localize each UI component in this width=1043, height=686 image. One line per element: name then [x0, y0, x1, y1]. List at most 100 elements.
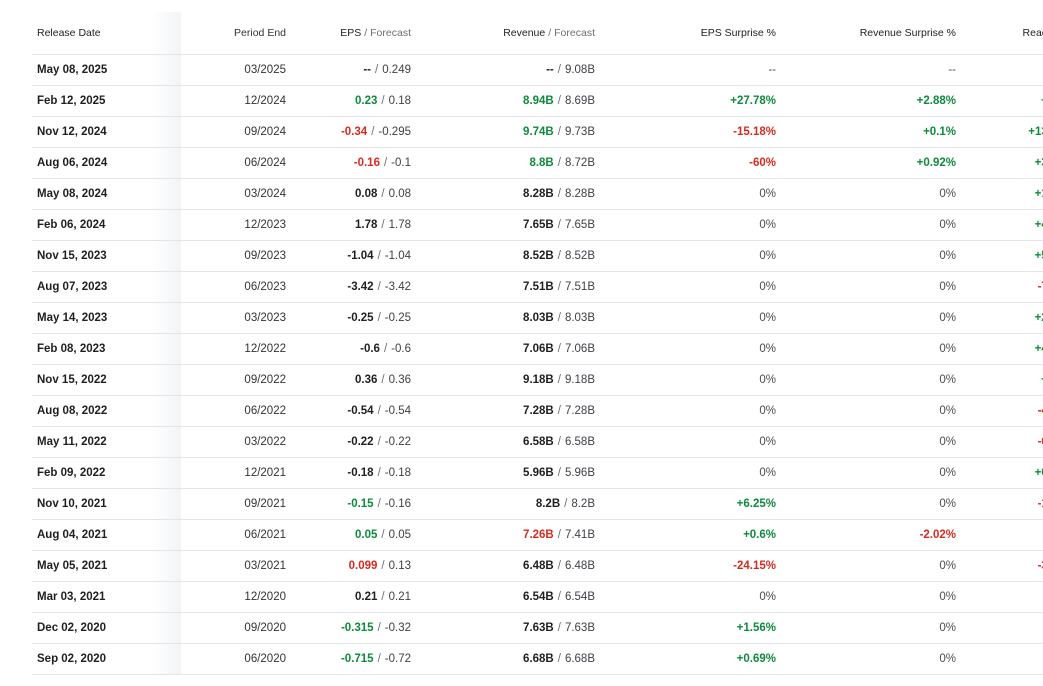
- eps-surprise-cell: +27.78%: [599, 85, 780, 117]
- eps-surprise-value: 0%: [759, 467, 776, 479]
- eps-surprise-value: +1.56%: [736, 622, 776, 634]
- eps-cell: -0.715/-0.72: [290, 643, 415, 675]
- reaction-value: +4.21%: [1034, 219, 1043, 231]
- revenue-separator: /: [557, 250, 561, 262]
- revenue-cell: 8.8B/8.72B: [415, 147, 599, 179]
- table-row: Dec 02, 2020 09/2020 -0.315/-0.32 7.63B /…: [32, 612, 1043, 644]
- revenue-separator: /: [557, 219, 561, 231]
- revenue-actual: 7.63B: [523, 622, 554, 634]
- table-row: Nov 10, 2021 09/2021 -0.15/-0.16 8.2B/8.…: [32, 488, 1043, 520]
- reaction-cell: -7.52%: [960, 271, 1043, 303]
- revenue-cell: 6.54B/6.54B: [415, 581, 599, 613]
- period-end-cell: 06/2020: [181, 643, 290, 675]
- header-revenue[interactable]: Revenue / Forecast: [415, 12, 599, 55]
- eps-surprise-value: -60%: [749, 157, 776, 169]
- revenue-separator: /: [557, 436, 561, 448]
- revenue-surprise-value: 0%: [939, 405, 956, 417]
- release-date-cell: Aug 06, 2024: [32, 147, 181, 179]
- eps-surprise-cell: 0%: [599, 395, 780, 427]
- header-period-end[interactable]: Period End: [181, 12, 290, 55]
- revenue-surprise-cell: 0%: [780, 488, 960, 520]
- header-eps[interactable]: EPS / Forecast: [290, 12, 415, 55]
- header-reaction[interactable]: Reactioni: [960, 12, 1043, 55]
- revenue-surprise-value: 0%: [939, 591, 956, 603]
- release-date-cell: May 08, 2024: [32, 178, 181, 210]
- eps-actual: 0.23: [355, 95, 378, 107]
- revenue-cell: 8.2B/8.2B: [415, 488, 599, 520]
- eps-separator: /: [377, 405, 381, 417]
- reaction-value: +13.89%: [1028, 126, 1043, 138]
- header-revenue-label: Revenue: [503, 27, 546, 39]
- revenue-surprise-cell: 0%: [780, 581, 960, 613]
- reaction-value: +16.5%: [1034, 188, 1043, 200]
- revenue-cell: 6.58B/6.58B: [415, 426, 599, 458]
- eps-cell: -3.42/-3.42: [290, 271, 415, 303]
- eps-surprise-cell: 0%: [599, 457, 780, 489]
- eps-surprise-value: 0%: [759, 436, 776, 448]
- eps-surprise-cell: +0.69%: [599, 643, 780, 675]
- reaction-value: +3.04%: [1034, 157, 1043, 169]
- revenue-cell: 5.96B/5.96B: [415, 457, 599, 489]
- reaction-cell: -6.35%: [960, 426, 1043, 458]
- table-row: May 08, 2025 03/2025 --/0.249 --/9.08B -…: [32, 54, 1043, 86]
- revenue-actual: 8.8B: [529, 157, 554, 169]
- header-eps-label: EPS: [340, 27, 362, 39]
- header-revenue-surprise[interactable]: Revenue Surprise %: [780, 12, 960, 55]
- eps-separator: /: [377, 467, 381, 479]
- revenue-surprise-cell: 0%: [780, 395, 960, 427]
- eps-forecast: -0.32: [384, 622, 411, 634]
- eps-actual: -3.42: [347, 281, 374, 293]
- reaction-cell: +16.5%: [960, 178, 1043, 210]
- eps-forecast: -0.1: [391, 157, 411, 169]
- eps-surprise-value: 0%: [759, 591, 776, 603]
- revenue-forecast: 8.69B: [564, 95, 595, 107]
- eps-separator: /: [381, 95, 385, 107]
- eps-surprise-value: +0.69%: [736, 653, 776, 665]
- period-end-cell: 06/2024: [181, 147, 290, 179]
- period-end-cell: 12/2022: [181, 333, 290, 365]
- revenue-forecast: 7.41B: [564, 529, 595, 541]
- eps-surprise-cell: 0%: [599, 209, 780, 241]
- revenue-surprise-value: 0%: [939, 622, 956, 634]
- revenue-surprise-value: 0%: [939, 498, 956, 510]
- revenue-surprise-cell: 0%: [780, 643, 960, 675]
- header-eps-separator: /: [364, 27, 368, 39]
- release-date-cell: Aug 07, 2023: [32, 271, 181, 303]
- period-end-cell: 12/2024: [181, 85, 290, 117]
- period-end-cell: 09/2021: [181, 488, 290, 520]
- revenue-surprise-cell: 0%: [780, 333, 960, 365]
- revenue-separator: /: [557, 157, 561, 169]
- revenue-surprise-value: 0%: [939, 467, 956, 479]
- table-row: Sep 02, 2020 06/2020 -0.715/-0.72 6.68B /…: [32, 643, 1043, 675]
- revenue-cell: 7.28B/7.28B: [415, 395, 599, 427]
- eps-surprise-cell: 0%: [599, 364, 780, 396]
- eps-separator: /: [381, 529, 385, 541]
- eps-actual: -0.25: [347, 312, 374, 324]
- revenue-separator: /: [557, 529, 561, 541]
- revenue-surprise-cell: +2.88%: [780, 85, 960, 117]
- reaction-cell: -1.06%: [960, 488, 1043, 520]
- eps-forecast: -0.18: [384, 467, 411, 479]
- header-release-date[interactable]: Release Date: [32, 12, 181, 55]
- eps-actual: -0.15: [347, 498, 374, 510]
- revenue-surprise-cell: -2.02%: [780, 519, 960, 551]
- revenue-surprise-cell: 0%: [780, 178, 960, 210]
- revenue-separator: /: [557, 312, 561, 324]
- eps-surprise-cell: +0.6%: [599, 519, 780, 551]
- eps-surprise-value: 0%: [759, 219, 776, 231]
- eps-cell: -0.16/-0.1: [290, 147, 415, 179]
- revenue-surprise-value: 0%: [939, 281, 956, 293]
- revenue-forecast: 6.54B: [564, 591, 595, 603]
- eps-cell: -0.315/-0.32: [290, 612, 415, 644]
- period-end-cell: 03/2022: [181, 426, 290, 458]
- eps-forecast: -0.22: [384, 436, 411, 448]
- revenue-cell: 6.68B/6.68B: [415, 643, 599, 675]
- reaction-value: -1.06%: [1037, 498, 1043, 510]
- table-row: Feb 12, 2025 12/2024 0.23/0.18 8.94B/8.6…: [32, 85, 1043, 117]
- revenue-surprise-value: 0%: [939, 436, 956, 448]
- reaction-cell: +4.12%: [960, 333, 1043, 365]
- eps-surprise-value: +27.78%: [730, 95, 776, 107]
- eps-cell: --/0.249: [290, 54, 415, 86]
- header-eps-surprise[interactable]: EPS Surprise %: [599, 12, 780, 55]
- table-row: Feb 09, 2022 12/2021 -0.18/-0.18 5.96B/5…: [32, 457, 1043, 489]
